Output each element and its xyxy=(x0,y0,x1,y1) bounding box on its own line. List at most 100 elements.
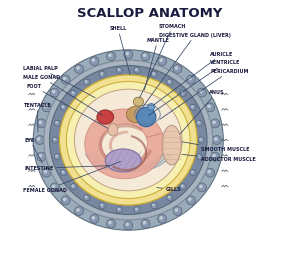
Circle shape xyxy=(124,50,133,59)
Circle shape xyxy=(168,80,170,83)
Circle shape xyxy=(159,216,163,220)
Circle shape xyxy=(135,208,138,210)
Circle shape xyxy=(84,195,90,201)
Polygon shape xyxy=(85,109,164,179)
Text: EYE: EYE xyxy=(25,137,42,163)
Circle shape xyxy=(54,120,60,126)
Circle shape xyxy=(76,66,80,70)
Circle shape xyxy=(181,185,184,187)
Circle shape xyxy=(63,77,66,80)
Circle shape xyxy=(42,103,51,112)
Text: GILLS: GILLS xyxy=(157,187,181,192)
Circle shape xyxy=(212,121,216,124)
Ellipse shape xyxy=(59,75,197,205)
Circle shape xyxy=(180,183,186,190)
Circle shape xyxy=(61,104,67,111)
Circle shape xyxy=(196,154,202,160)
Circle shape xyxy=(52,137,58,143)
Ellipse shape xyxy=(147,104,155,110)
Circle shape xyxy=(63,198,66,201)
Circle shape xyxy=(197,155,200,157)
Circle shape xyxy=(117,208,120,210)
Circle shape xyxy=(85,80,87,83)
Circle shape xyxy=(116,207,122,213)
Circle shape xyxy=(125,52,129,56)
Ellipse shape xyxy=(74,89,182,191)
Text: MALE GONAD: MALE GONAD xyxy=(23,75,103,116)
Ellipse shape xyxy=(105,149,141,172)
Circle shape xyxy=(152,204,155,206)
Text: AURICLE: AURICLE xyxy=(154,52,233,105)
Circle shape xyxy=(61,170,67,176)
Circle shape xyxy=(39,154,42,158)
Circle shape xyxy=(116,67,122,73)
Circle shape xyxy=(214,137,217,141)
Circle shape xyxy=(141,52,150,61)
Circle shape xyxy=(212,154,216,158)
Circle shape xyxy=(197,88,206,97)
Circle shape xyxy=(206,168,214,177)
Circle shape xyxy=(186,75,195,84)
Circle shape xyxy=(70,90,76,96)
Circle shape xyxy=(136,107,156,127)
Circle shape xyxy=(125,223,129,226)
Circle shape xyxy=(191,105,194,108)
Circle shape xyxy=(99,203,105,209)
Ellipse shape xyxy=(66,81,190,198)
Circle shape xyxy=(37,119,46,128)
Circle shape xyxy=(135,68,138,71)
Text: TENTACLE: TENTACLE xyxy=(23,103,51,132)
Circle shape xyxy=(54,154,60,160)
Circle shape xyxy=(159,58,163,62)
Circle shape xyxy=(173,206,182,215)
Circle shape xyxy=(53,138,56,141)
Circle shape xyxy=(108,221,112,224)
Text: STOMACH: STOMACH xyxy=(140,24,186,98)
Circle shape xyxy=(100,72,103,75)
Circle shape xyxy=(85,196,87,198)
Ellipse shape xyxy=(134,97,144,106)
Text: VENTRICLE: VENTRICLE xyxy=(148,60,240,115)
Circle shape xyxy=(143,221,146,224)
Circle shape xyxy=(106,52,116,61)
Ellipse shape xyxy=(162,125,181,165)
Circle shape xyxy=(158,57,167,66)
Text: INTESTINE: INTESTINE xyxy=(25,166,110,171)
Circle shape xyxy=(92,58,95,62)
Circle shape xyxy=(100,204,103,206)
Circle shape xyxy=(152,72,155,75)
Circle shape xyxy=(61,196,70,205)
Text: DIGESTIVE GLAND (LIVER): DIGESTIVE GLAND (LIVER) xyxy=(143,33,231,107)
Circle shape xyxy=(39,121,42,124)
Circle shape xyxy=(117,68,120,71)
Circle shape xyxy=(190,104,196,111)
Circle shape xyxy=(175,66,178,70)
Circle shape xyxy=(198,137,204,143)
Circle shape xyxy=(191,171,194,173)
Circle shape xyxy=(92,216,95,220)
Circle shape xyxy=(180,90,186,96)
Circle shape xyxy=(151,71,157,77)
Circle shape xyxy=(196,120,202,126)
Circle shape xyxy=(61,105,64,108)
Circle shape xyxy=(61,171,64,173)
Circle shape xyxy=(197,183,206,192)
Circle shape xyxy=(71,185,74,187)
Text: LABIAL PALP: LABIAL PALP xyxy=(23,66,95,98)
Circle shape xyxy=(207,105,211,108)
Circle shape xyxy=(90,57,99,66)
Circle shape xyxy=(134,67,140,73)
Text: FOOT: FOOT xyxy=(26,84,108,128)
Circle shape xyxy=(188,77,192,80)
Circle shape xyxy=(55,155,58,157)
Circle shape xyxy=(188,198,192,201)
Text: PERICARDIUM: PERICARDIUM xyxy=(160,69,249,119)
Circle shape xyxy=(199,138,202,141)
Circle shape xyxy=(168,196,170,198)
Circle shape xyxy=(37,152,46,161)
Circle shape xyxy=(199,90,203,93)
Ellipse shape xyxy=(33,50,223,230)
Text: MANTLE: MANTLE xyxy=(144,38,169,90)
Circle shape xyxy=(99,71,105,77)
Circle shape xyxy=(206,103,214,112)
